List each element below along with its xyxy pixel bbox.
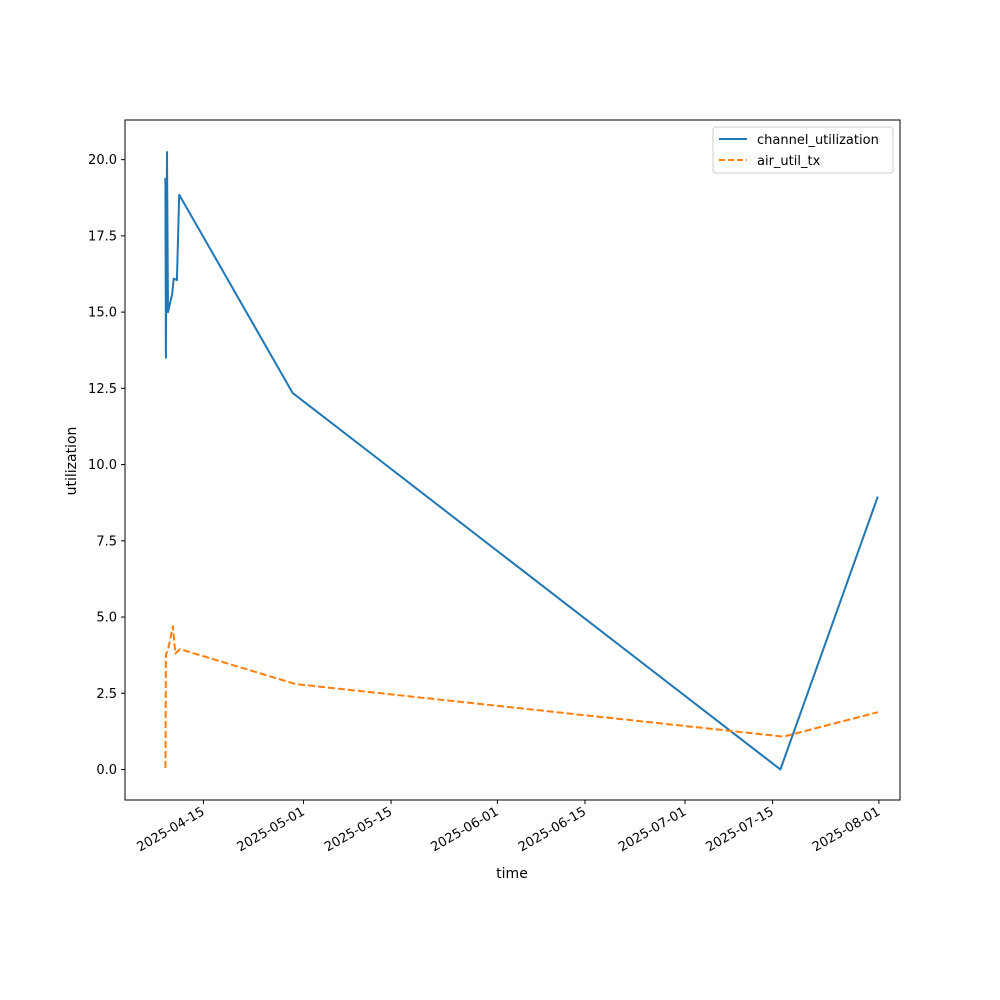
y-tick-label: 2.5 xyxy=(96,687,117,702)
x-tick-label: 2025-05-15 xyxy=(322,804,395,855)
legend-box xyxy=(712,126,894,174)
plot-frame xyxy=(124,119,901,801)
y-tick-label: 7.5 xyxy=(96,534,117,549)
x-axis-label: time xyxy=(496,866,528,882)
series-line-air-util-tx xyxy=(164,625,879,769)
x-tick-label: 2025-06-01 xyxy=(428,804,501,855)
y-tick-label: 20.0 xyxy=(88,153,117,168)
series-line-channel-utilization xyxy=(164,151,879,771)
y-tick-label: 17.5 xyxy=(88,229,117,244)
legend-label-air-util-tx: air_util_tx xyxy=(757,154,821,169)
y-axis-ticks: 0.0 2.5 5.0 7.5 10.0 12.5 15.0 17.5 20.0 xyxy=(88,153,125,778)
x-tick-label: 2025-05-01 xyxy=(235,804,308,855)
y-tick-label: 12.5 xyxy=(88,382,117,397)
y-tick-label: 0.0 xyxy=(96,763,117,778)
x-tick-label: 2025-04-15 xyxy=(134,804,207,855)
legend: channel_utilization air_util_tx xyxy=(712,126,894,174)
x-axis-ticks: 2025-04-15 2025-05-01 2025-05-15 2025-06-01… xyxy=(134,800,883,855)
x-tick-label: 2025-07-01 xyxy=(616,804,689,855)
y-tick-label: 15.0 xyxy=(88,306,117,321)
x-tick-label: 2025-06-15 xyxy=(516,804,589,855)
legend-label-channel-utilization: channel_utilization xyxy=(757,133,879,148)
y-tick-label: 10.0 xyxy=(88,458,117,473)
series-lines xyxy=(164,151,879,771)
x-tick-label: 2025-07-15 xyxy=(704,804,777,855)
y-tick-label: 5.0 xyxy=(96,611,117,626)
x-tick-label: 2025-08-01 xyxy=(810,804,883,855)
y-axis-label: utilization xyxy=(64,427,80,496)
